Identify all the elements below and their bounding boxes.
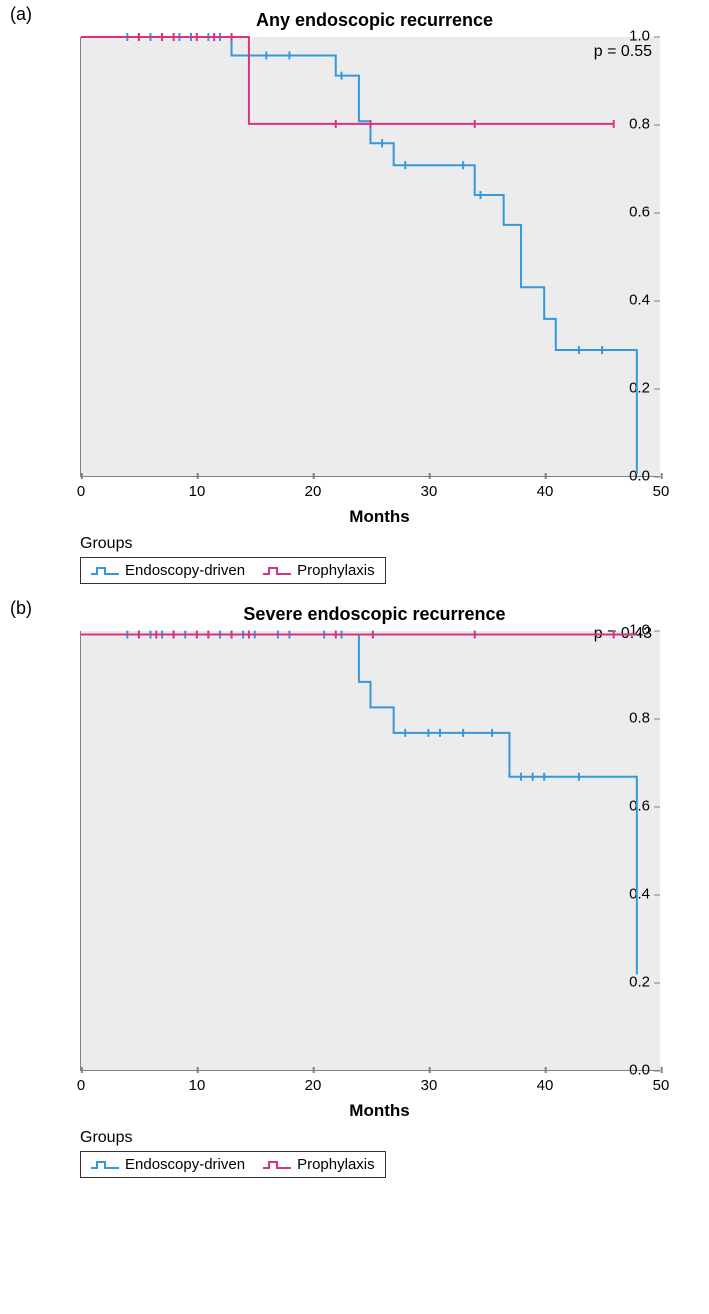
x-axis-label: Months bbox=[80, 1101, 679, 1121]
km-curve bbox=[81, 634, 637, 974]
plot-area: 0.00.20.40.60.81.001020304050p = 0.55 bbox=[80, 37, 660, 477]
km-curve bbox=[81, 37, 637, 474]
plot-container: Cumulative survival0.00.20.40.60.81.0010… bbox=[80, 631, 660, 1071]
x-tick: 50 bbox=[653, 1077, 670, 1094]
panel-label: (b) bbox=[10, 598, 32, 619]
x-tick: 40 bbox=[537, 483, 554, 500]
x-tick: 20 bbox=[305, 483, 322, 500]
legend: Groups Endoscopy-driven Prophylaxis bbox=[80, 1129, 679, 1178]
x-axis-label: Months bbox=[80, 507, 679, 527]
legend-label: Endoscopy-driven bbox=[125, 562, 245, 579]
x-tick: 40 bbox=[537, 1077, 554, 1094]
x-tick: 20 bbox=[305, 1077, 322, 1094]
legend-item: Endoscopy-driven bbox=[91, 562, 245, 579]
legend-item: Endoscopy-driven bbox=[91, 1156, 245, 1173]
km-curves bbox=[81, 631, 660, 1070]
x-tick: 30 bbox=[421, 483, 438, 500]
chart-title: Any endoscopic recurrence bbox=[70, 10, 679, 31]
legend-title: Groups bbox=[80, 1129, 679, 1147]
legend-item: Prophylaxis bbox=[263, 1156, 375, 1173]
legend-swatch bbox=[91, 564, 119, 578]
x-tick: 10 bbox=[189, 483, 206, 500]
legend-swatch bbox=[263, 564, 291, 578]
km-curve bbox=[81, 37, 614, 124]
legend-swatch bbox=[263, 1158, 291, 1172]
legend-item: Prophylaxis bbox=[263, 562, 375, 579]
legend-items: Endoscopy-driven Prophylaxis bbox=[80, 557, 386, 584]
plot-area: 0.00.20.40.60.81.001020304050p = 0.43 bbox=[80, 631, 660, 1071]
x-tick: 0 bbox=[77, 483, 85, 500]
x-tick: 50 bbox=[653, 483, 670, 500]
plot-container: Cumulative survival0.00.20.40.60.81.0010… bbox=[80, 37, 660, 477]
legend: Groups Endoscopy-driven Prophylaxis bbox=[80, 535, 679, 584]
chart-panel: (a) Any endoscopic recurrence Cumulative s… bbox=[0, 0, 709, 594]
chart-panel: (b) Severe endoscopic recurrence Cumulativ… bbox=[0, 594, 709, 1188]
legend-title: Groups bbox=[80, 535, 679, 553]
x-tick: 10 bbox=[189, 1077, 206, 1094]
legend-label: Prophylaxis bbox=[297, 562, 375, 579]
legend-label: Endoscopy-driven bbox=[125, 1156, 245, 1173]
panel-label: (a) bbox=[10, 4, 32, 25]
legend-swatch bbox=[91, 1158, 119, 1172]
chart-title: Severe endoscopic recurrence bbox=[70, 604, 679, 625]
km-curves bbox=[81, 37, 660, 476]
x-tick: 30 bbox=[421, 1077, 438, 1094]
x-tick: 0 bbox=[77, 1077, 85, 1094]
legend-items: Endoscopy-driven Prophylaxis bbox=[80, 1151, 386, 1178]
legend-label: Prophylaxis bbox=[297, 1156, 375, 1173]
